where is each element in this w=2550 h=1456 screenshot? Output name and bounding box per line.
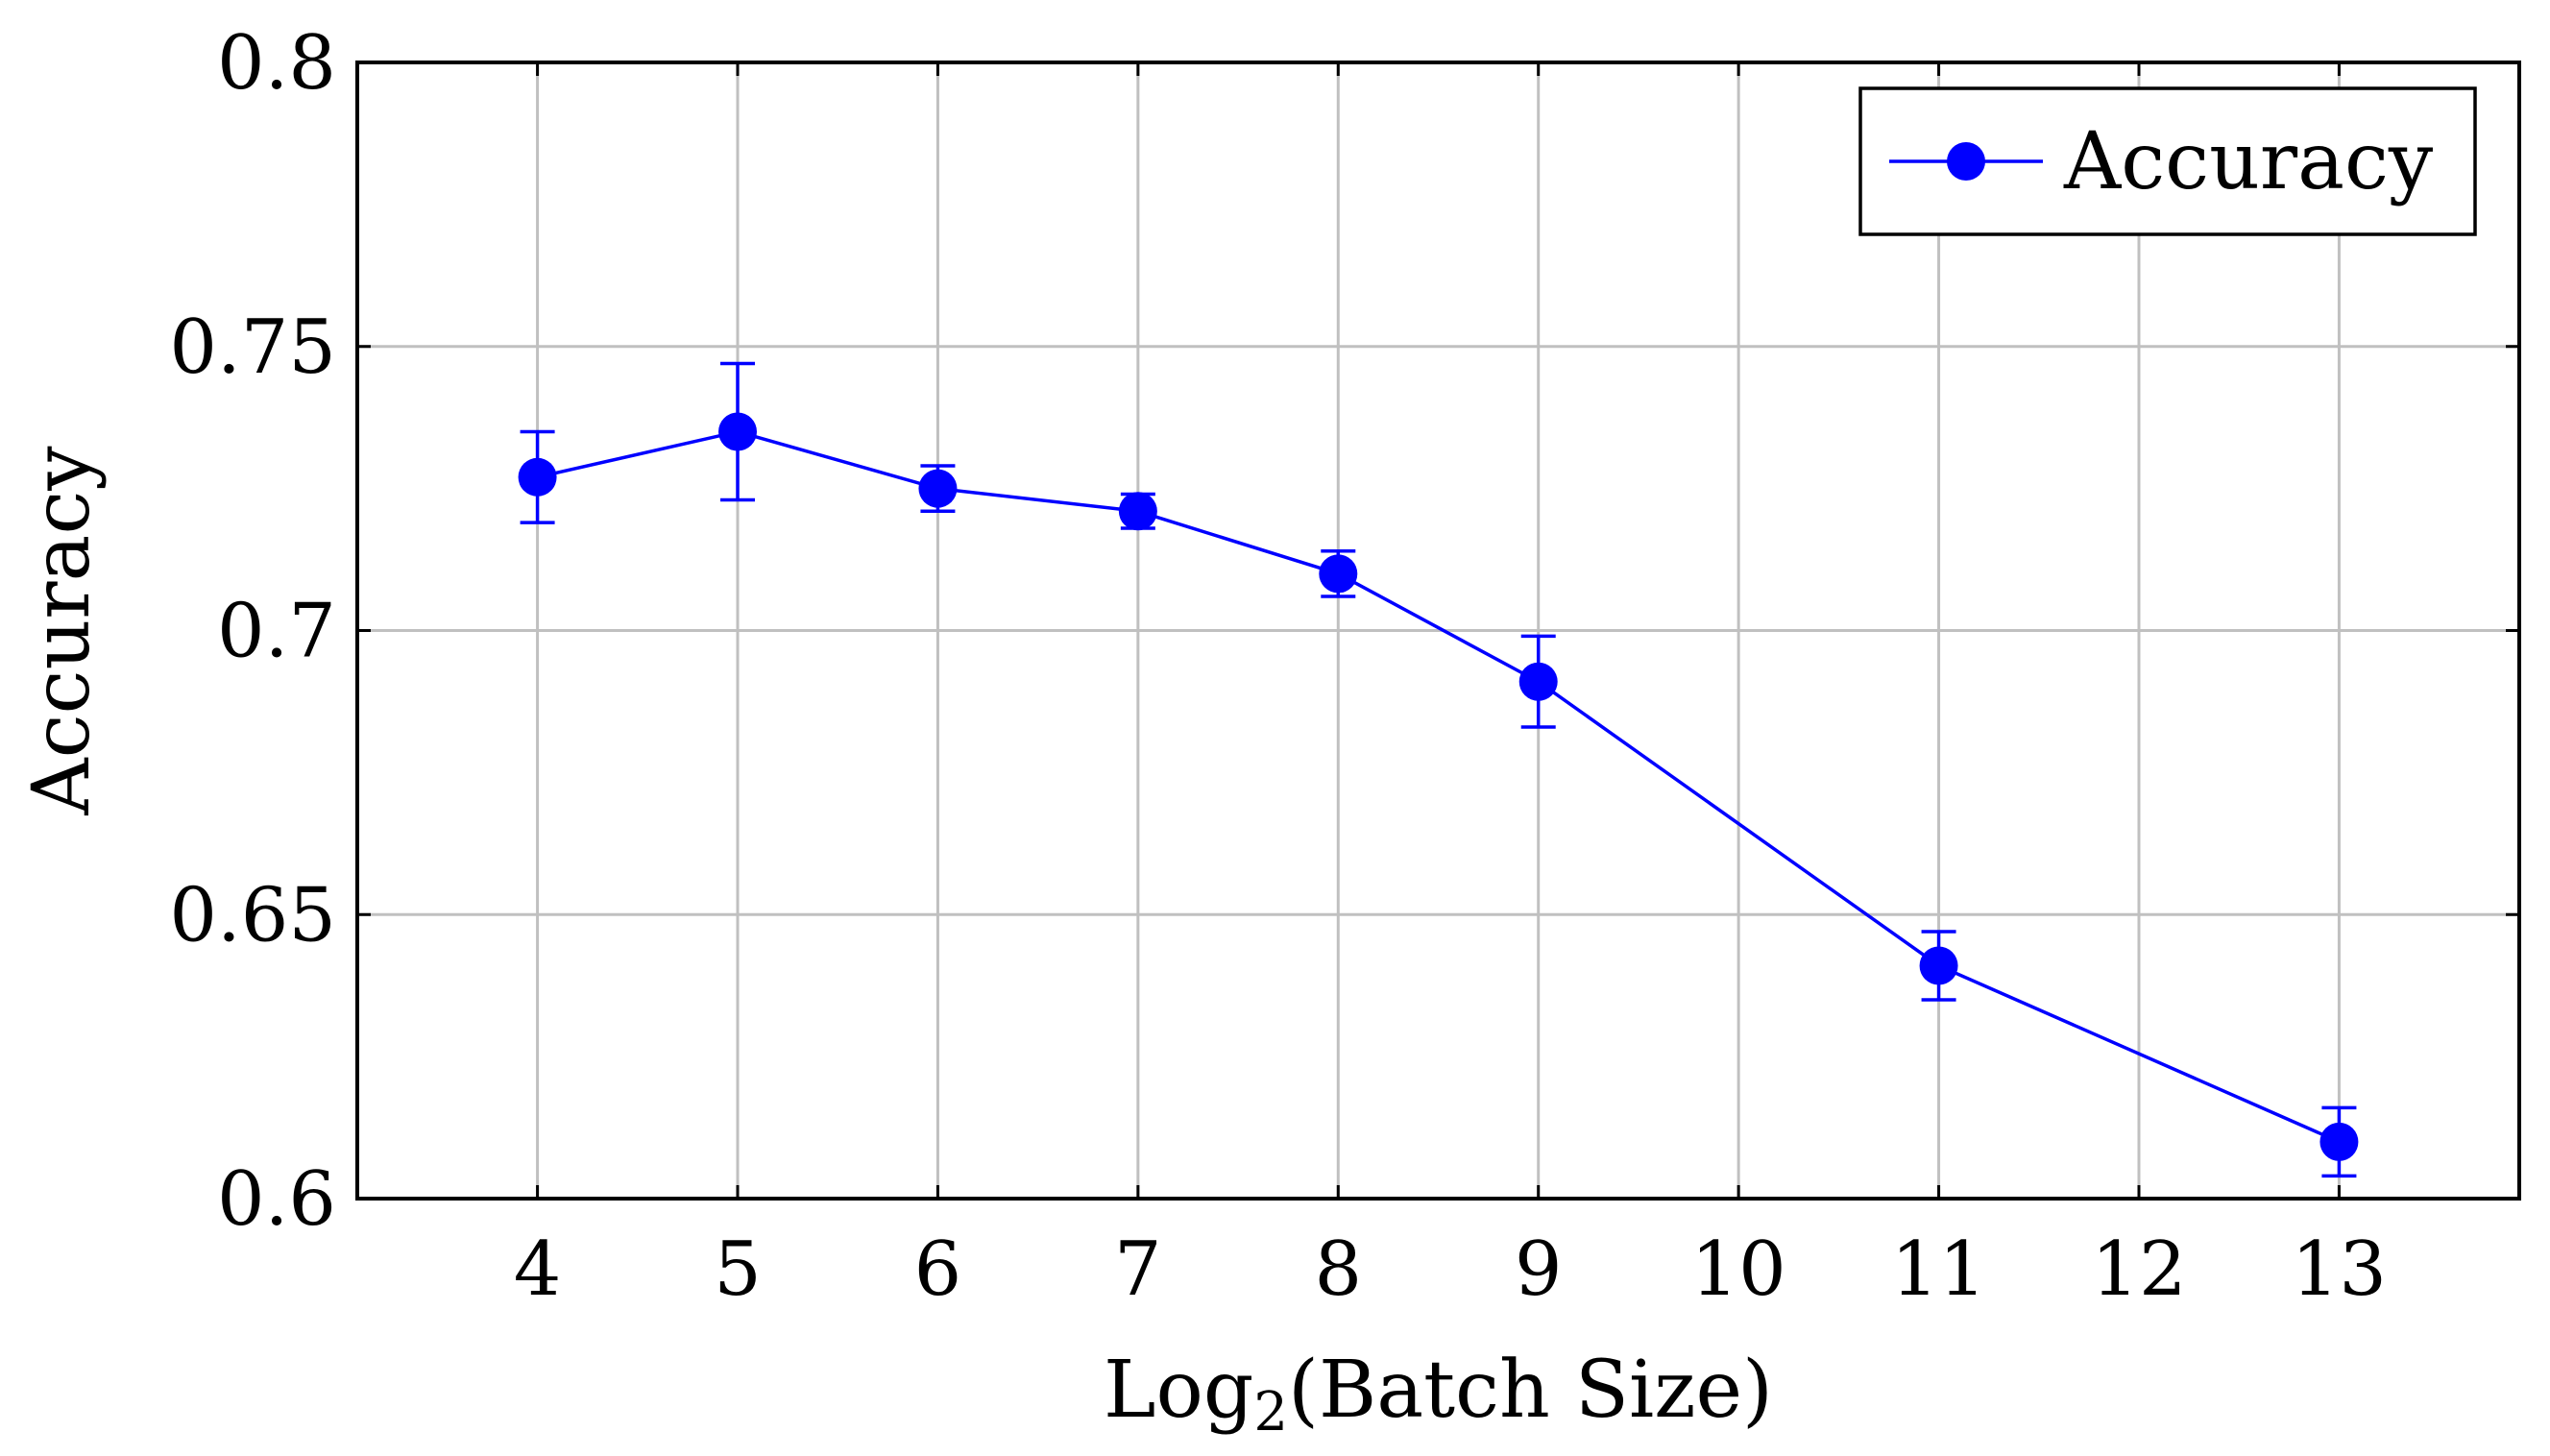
y-axis-title: Accuracy — [16, 446, 108, 816]
error-bars — [520, 361, 2357, 1178]
x-tick-label: 7 — [1114, 1226, 1162, 1313]
x-axis-title: Log2(Batch Size) — [1104, 1345, 1773, 1444]
data-point — [518, 457, 557, 497]
x-tick-label: 6 — [914, 1226, 962, 1313]
plot-frame — [355, 61, 2521, 1201]
x-axis-title-subscript: 2 — [1253, 1381, 1288, 1444]
y-tick-label: 0.7 — [217, 589, 336, 675]
data-point — [918, 469, 958, 508]
x-tick-label: 8 — [1314, 1226, 1362, 1313]
y-tick-label: 0.65 — [169, 872, 336, 959]
legend-marker-swatch — [1947, 142, 1985, 181]
y-tick-labels: 0.6 0.65 0.7 0.75 0.8 — [169, 20, 336, 1243]
x-tick-labels: 4 5 6 7 8 9 10 11 12 13 — [514, 1226, 2387, 1313]
x-tick-label: 10 — [1691, 1226, 1786, 1313]
x-axis-title-rest: (Batch Size) — [1288, 1345, 1773, 1436]
data-point — [718, 412, 758, 451]
x-tick-label: 4 — [514, 1226, 562, 1313]
data-point — [2319, 1122, 2359, 1161]
x-axis-title-main: Log — [1104, 1345, 1253, 1436]
y-tick-label: 0.6 — [217, 1156, 336, 1243]
data-point — [1118, 492, 1157, 531]
data-point — [1518, 662, 1558, 701]
legend: Accuracy — [1858, 86, 2477, 236]
data-point — [1919, 946, 1958, 985]
x-tick-label: 5 — [714, 1226, 762, 1313]
x-tick-label: 11 — [1891, 1226, 1986, 1313]
series-line-accuracy — [537, 429, 2341, 1144]
y-tick-label: 0.8 — [217, 20, 336, 107]
legend-entry-accuracy: Accuracy — [2063, 116, 2434, 207]
data-markers — [518, 412, 2359, 1161]
x-tick-label: 9 — [1515, 1226, 1563, 1313]
data-point — [1319, 554, 1358, 594]
y-tick-label: 0.75 — [169, 304, 336, 391]
x-tick-label: 12 — [2091, 1226, 2186, 1313]
series-lines — [537, 429, 2341, 1144]
x-tick-label: 13 — [2292, 1226, 2387, 1313]
